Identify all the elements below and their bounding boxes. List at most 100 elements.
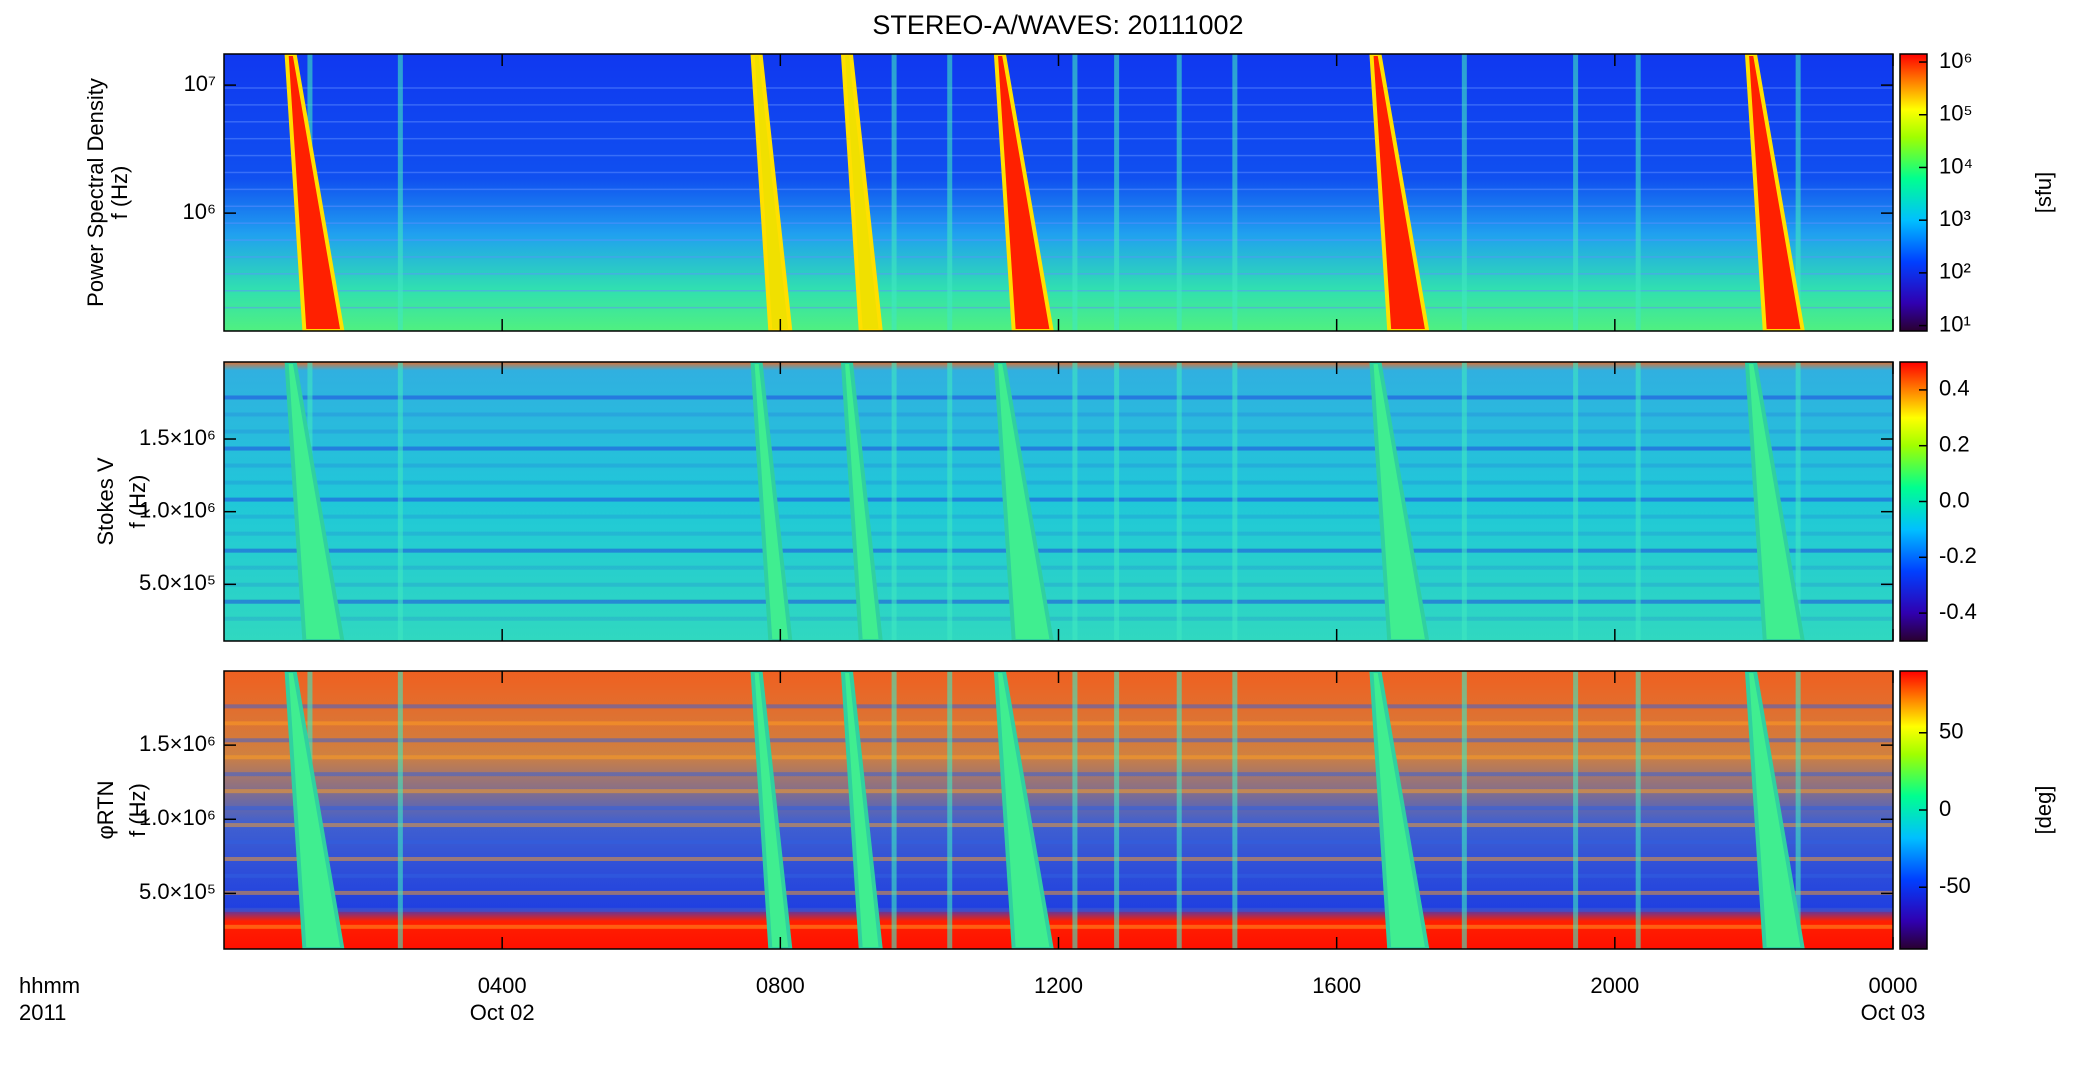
thin-burst: [1461, 54, 1467, 331]
x-tick-date: Oct 02: [470, 1000, 535, 1025]
thin-burst: [891, 671, 897, 949]
colorbar-tick-label: 10³: [1939, 206, 1971, 231]
thin-burst: [891, 54, 897, 331]
burst: [1744, 671, 1805, 949]
thin-burst: [1573, 671, 1579, 949]
y-tick-label: 10⁶: [182, 199, 216, 224]
stripe: [224, 497, 1893, 502]
thin-burst: [947, 54, 953, 331]
burst: [284, 671, 345, 949]
thin-burst: [1232, 671, 1238, 949]
stripe: [224, 704, 1893, 709]
stripe: [224, 239, 1893, 241]
stripe: [224, 721, 1893, 726]
stripe: [224, 599, 1893, 604]
spectrogram: [224, 671, 1893, 949]
burst: [1369, 362, 1430, 641]
burst: [993, 54, 1054, 331]
burst: [284, 362, 345, 641]
stripe: [224, 823, 1893, 828]
burst: [750, 671, 793, 949]
y-tick-label: 1.5×10⁶: [139, 731, 216, 756]
burst: [1744, 362, 1805, 641]
thin-burst: [1573, 362, 1579, 641]
stripe: [224, 907, 1893, 912]
stripe: [224, 873, 1893, 878]
thin-burst: [1795, 671, 1801, 949]
stripe: [224, 412, 1893, 417]
x-tick-label: 0400: [478, 973, 527, 998]
thin-burst: [947, 671, 953, 949]
stripe: [224, 256, 1893, 258]
burst: [284, 54, 345, 331]
thin-burst: [1795, 362, 1801, 641]
colorbar-tick-label: 50: [1939, 719, 1963, 744]
colorbar-tick-label: 0.4: [1939, 376, 1970, 401]
x-tick-date: Oct 03: [1861, 1000, 1926, 1025]
burst: [840, 54, 883, 331]
colorbar-tick-label: 10¹: [1939, 311, 1971, 336]
colorbar-tick-label: 0.2: [1939, 432, 1970, 457]
thin-burst: [397, 54, 403, 331]
stripe: [224, 772, 1893, 777]
y-axis-label: f (Hz): [125, 475, 150, 529]
stripe: [224, 205, 1893, 208]
x-tick-label: 0800: [756, 973, 805, 998]
thin-burst: [1072, 671, 1078, 949]
burst: [993, 362, 1054, 641]
colorbar-tick-label: -50: [1939, 873, 1971, 898]
stripe: [224, 429, 1893, 434]
thin-burst: [1461, 362, 1467, 641]
thin-burst: [1232, 362, 1238, 641]
colorbar-tick-label: -0.2: [1939, 543, 1977, 568]
stripe: [224, 188, 1893, 191]
stripe: [224, 395, 1893, 400]
y-tick-label: 1.0×10⁶: [139, 497, 216, 522]
stripe: [224, 856, 1893, 861]
burst: [1744, 54, 1805, 331]
y-tick-label: 5.0×10⁵: [139, 570, 216, 595]
thin-burst: [1635, 671, 1641, 949]
thin-burst: [1232, 54, 1238, 331]
stripe: [224, 738, 1893, 743]
chart-title: STEREO-A/WAVES: 20111002: [872, 10, 1243, 40]
thin-burst: [1635, 54, 1641, 331]
stripe: [224, 616, 1893, 621]
burst: [993, 671, 1054, 949]
thin-burst: [1072, 54, 1078, 331]
stripe: [224, 531, 1893, 536]
stripe: [224, 789, 1893, 794]
thin-burst: [1795, 54, 1801, 331]
burst: [750, 362, 793, 641]
thin-burst: [1176, 362, 1182, 641]
thin-burst: [1072, 362, 1078, 641]
colorbar-tick-label: 0.0: [1939, 487, 1970, 512]
spectrogram: [224, 362, 1893, 641]
stripe: [224, 137, 1893, 140]
y-axis-label: φRTN: [93, 780, 118, 839]
stripe: [224, 273, 1893, 275]
x-axis-label: 2011: [19, 1000, 66, 1025]
thin-burst: [1176, 671, 1182, 949]
stripe: [224, 446, 1893, 451]
thin-burst: [1114, 362, 1120, 641]
colorbar-tick-label: 0: [1939, 796, 1951, 821]
colorbar-tick-label: 10⁴: [1939, 153, 1973, 178]
x-tick-label: 1600: [1312, 973, 1361, 998]
stripe: [224, 463, 1893, 468]
colorbar-tick-label: -0.4: [1939, 599, 1977, 624]
x-axis-label: hhmm: [19, 973, 80, 998]
thin-burst: [397, 671, 403, 949]
stripe: [224, 806, 1893, 811]
thin-burst: [1114, 671, 1120, 949]
colorbar-label: [deg]: [2031, 786, 2056, 835]
stripe: [224, 480, 1893, 485]
spectrogram: [224, 54, 1893, 331]
stripe: [224, 222, 1893, 224]
colorbar-tick-label: 10⁶: [1939, 48, 1973, 73]
stripe: [224, 121, 1893, 123]
y-tick-label: 5.0×10⁵: [139, 879, 216, 904]
x-tick-label: 1200: [1034, 973, 1083, 998]
colorbar-tick-label: 10⁵: [1939, 101, 1973, 126]
burst: [840, 671, 883, 949]
